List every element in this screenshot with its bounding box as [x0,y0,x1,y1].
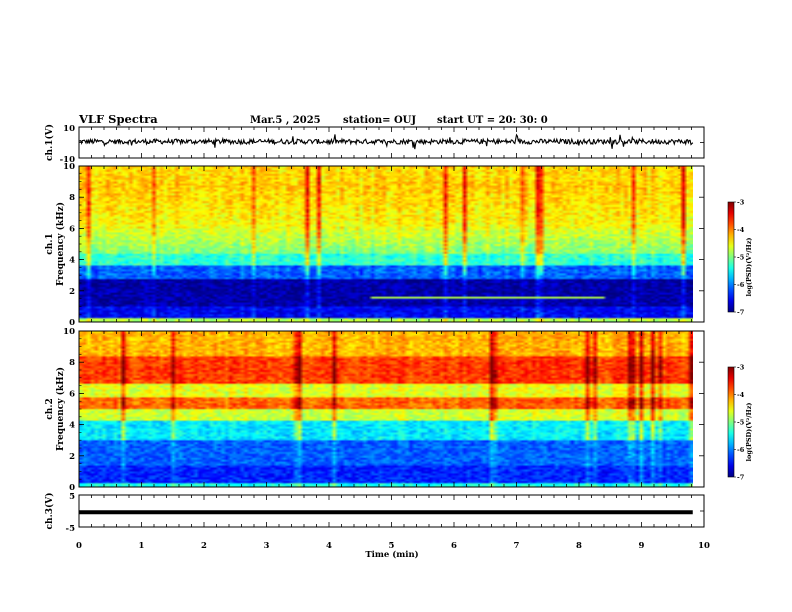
y-tick-label: 10 [63,162,75,172]
colorbar-tick-label: -6 [737,281,745,289]
y-axis-label: Frequency (kHz) [55,202,66,286]
x-tick-label: 7 [514,541,520,551]
x-tick-label: 0 [76,541,82,551]
colorbar-tick-label: -3 [737,199,745,207]
header-start-time: start UT = 20: 30: 0 [437,115,548,126]
spectrogram-image-1 [79,166,693,322]
y-tick-label: 4 [69,256,75,266]
colorbar-tick-label: -5 [737,419,745,427]
spectrogram-image-2 [79,331,693,487]
y-tick-label: 8 [69,193,75,203]
colorbar-tick-label: -4 [737,226,745,234]
y-axis-label: ch.3(V) [44,493,55,530]
colorbar-label: log(PSD)(V²/Hz) [745,403,753,462]
y-tick-label: -5 [66,524,76,534]
y-tick-label: 5 [69,492,75,502]
y-tick-label: 10 [63,327,75,337]
x-tick-label: 2 [201,541,207,551]
y-tick-label: 6 [69,224,75,234]
y-tick-label: 2 [69,287,75,297]
colorbar-label: log(PSD)(V²/Hz) [745,238,753,297]
colorbar-tick-label: -6 [737,446,745,454]
ch1-trace [78,133,694,150]
x-tick-label: 8 [576,541,582,551]
y-tick-label: 6 [69,389,75,399]
x-tick-label: 3 [264,541,270,551]
chart-title: VLF Spectra [78,112,158,126]
colorbar-tick-label: -3 [737,364,745,372]
x-tick-label: 4 [326,541,332,551]
y-tick-label: 8 [69,358,75,368]
colorbar-tick-label: -7 [737,309,744,317]
header-station: station= OUJ [343,115,416,126]
x-tick-label: 10 [698,541,710,551]
x-tick-label: 5 [389,541,395,551]
y-axis-label: Frequency (kHz) [55,367,66,451]
y-axis-label: ch.1(V) [44,124,55,161]
y-tick-label: 10 [63,124,75,134]
y-tick-label: 0 [69,483,75,493]
colorbar-tick-label: -5 [737,254,745,262]
colorbar-tick-label: -4 [737,391,745,399]
y-tick-label: 0 [69,318,75,328]
y-tick-label: 4 [69,421,75,431]
y-tick-label: 2 [69,452,75,462]
y-axis-label: ch.1 [45,233,55,254]
y-tick-label: -10 [60,155,75,165]
header-date: Mar.5 , 2025 [250,115,321,126]
x-tick-label: 9 [639,541,645,551]
x-axis-label: Time (min) [365,549,418,560]
x-tick-label: 1 [139,541,145,551]
colorbar-tick-label: -7 [737,474,744,482]
x-tick-label: 6 [451,541,457,551]
y-axis-label: ch.2 [45,398,55,419]
colorbar [727,366,735,478]
colorbar [727,201,735,313]
